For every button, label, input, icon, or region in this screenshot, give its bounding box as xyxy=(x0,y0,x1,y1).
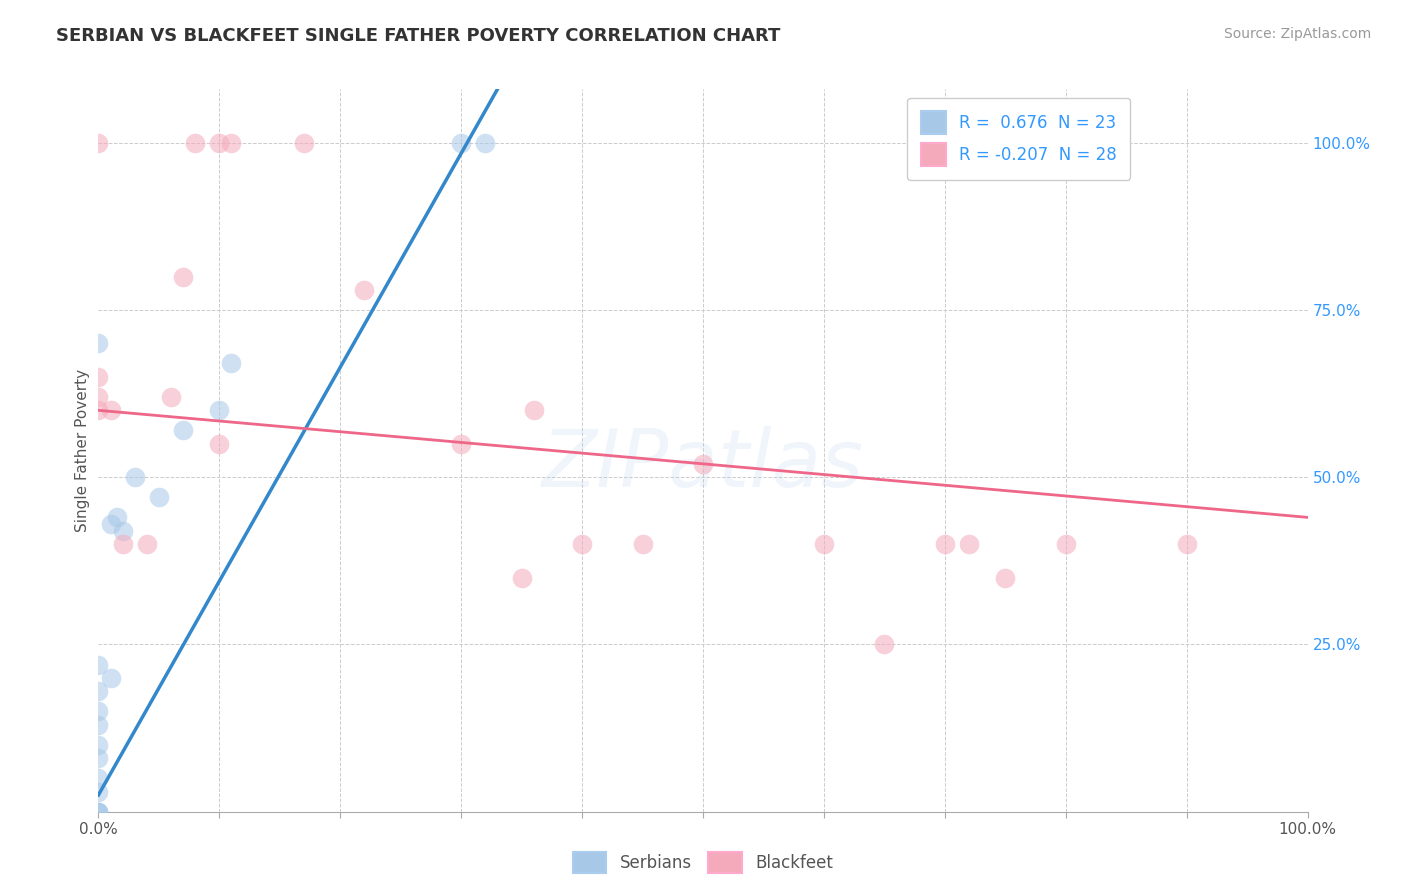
Point xyxy=(1054,537,1077,551)
Point xyxy=(631,537,654,551)
Point xyxy=(450,436,472,450)
Y-axis label: Single Father Poverty: Single Father Poverty xyxy=(75,369,90,532)
Point xyxy=(873,637,896,651)
Point xyxy=(87,805,110,819)
Point xyxy=(111,537,134,551)
Legend: R =  0.676  N = 23, R = -0.207  N = 28: R = 0.676 N = 23, R = -0.207 N = 28 xyxy=(907,97,1130,179)
Point xyxy=(87,403,110,417)
Legend: Serbians, Blackfeet: Serbians, Blackfeet xyxy=(567,846,839,880)
Point xyxy=(172,424,194,438)
Point xyxy=(124,470,146,484)
Text: ZIPatlas: ZIPatlas xyxy=(541,425,865,504)
Point xyxy=(148,491,170,505)
Point xyxy=(571,537,593,551)
Point xyxy=(87,390,110,404)
Point xyxy=(87,705,110,719)
Point xyxy=(692,457,714,471)
Text: SERBIAN VS BLACKFEET SINGLE FATHER POVERTY CORRELATION CHART: SERBIAN VS BLACKFEET SINGLE FATHER POVER… xyxy=(56,27,780,45)
Point xyxy=(160,390,183,404)
Point xyxy=(87,805,110,819)
Point xyxy=(111,524,134,538)
Point xyxy=(813,537,835,551)
Point xyxy=(87,751,110,765)
Point xyxy=(353,283,375,297)
Point xyxy=(87,136,110,150)
Point xyxy=(87,785,110,799)
Point xyxy=(87,771,110,786)
Point xyxy=(510,571,533,585)
Point xyxy=(100,517,122,532)
Point xyxy=(994,571,1017,585)
Point xyxy=(523,403,546,417)
Text: Source: ZipAtlas.com: Source: ZipAtlas.com xyxy=(1223,27,1371,41)
Point xyxy=(87,805,110,819)
Point xyxy=(87,738,110,752)
Point xyxy=(934,537,956,551)
Point xyxy=(172,269,194,284)
Point xyxy=(292,136,315,150)
Point xyxy=(184,136,207,150)
Point xyxy=(100,671,122,685)
Point xyxy=(221,356,243,371)
Point xyxy=(208,436,231,450)
Point xyxy=(957,537,980,551)
Point xyxy=(221,136,243,150)
Point xyxy=(87,657,110,672)
Point xyxy=(100,403,122,417)
Point xyxy=(87,684,110,698)
Point xyxy=(105,510,128,524)
Point xyxy=(208,403,231,417)
Point xyxy=(450,136,472,150)
Point xyxy=(208,136,231,150)
Point xyxy=(135,537,157,551)
Point xyxy=(87,336,110,351)
Point xyxy=(87,369,110,384)
Point xyxy=(474,136,496,150)
Point xyxy=(87,717,110,731)
Point xyxy=(1175,537,1198,551)
